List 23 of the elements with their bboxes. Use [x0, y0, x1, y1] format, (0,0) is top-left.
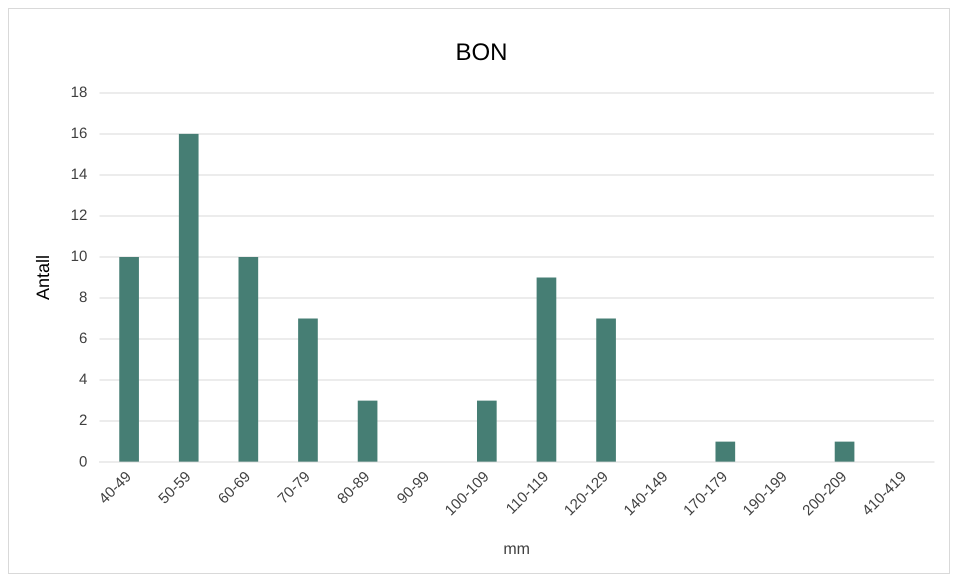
bar	[178, 134, 199, 462]
y-tick-label: 12	[70, 207, 88, 224]
y-tick-label: 0	[78, 453, 88, 470]
bar	[358, 400, 378, 462]
bar	[715, 442, 736, 462]
y-tick-label: 6	[78, 330, 88, 348]
y-tick-label: 14	[70, 166, 88, 184]
bar	[476, 400, 497, 462]
y-axis-title: Antall	[32, 254, 53, 300]
y-tick-label: 16	[70, 124, 88, 142]
y-tick-label: 2	[78, 412, 88, 430]
chart-title: BON	[455, 39, 508, 66]
x-axis-title: mm	[503, 540, 530, 558]
bar	[596, 318, 616, 462]
y-tick-label: 10	[70, 248, 88, 266]
y-tick-label: 18	[70, 84, 88, 101]
bar	[298, 318, 318, 462]
bar	[238, 256, 258, 462]
bar	[536, 277, 556, 462]
bar	[834, 442, 854, 462]
bar	[119, 256, 139, 462]
y-tick-label: 4	[78, 371, 88, 388]
y-tick-label: 8	[78, 289, 88, 306]
